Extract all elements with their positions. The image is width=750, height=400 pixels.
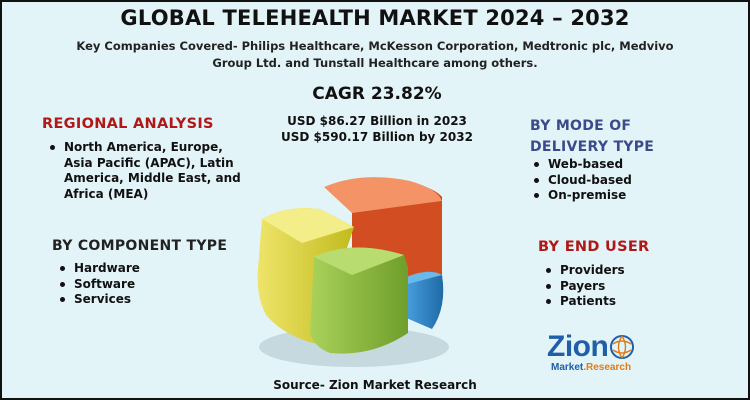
- logo-tagline: Market.Research: [551, 362, 632, 373]
- list-item: Providers: [544, 263, 684, 279]
- list-item: Payers: [544, 279, 684, 295]
- market-value-2032: USD $590.17 Billion by 2032: [281, 130, 473, 144]
- list-item: North America, Europe, Asia Pacific (APA…: [48, 140, 253, 202]
- delivery-mode-list: Web-based Cloud-based On-premise: [532, 157, 692, 204]
- list-item: On-premise: [532, 188, 692, 204]
- list-item: Patients: [544, 294, 684, 310]
- list-item: Services: [58, 292, 208, 308]
- logo-word: Zion: [547, 332, 647, 362]
- pie-slice-blue: [402, 271, 444, 329]
- component-type-heading: BY COMPONENT TYPE: [52, 238, 228, 254]
- delivery-mode-heading: BY MODE OF DELIVERY TYPE: [530, 118, 655, 155]
- zion-logo: Zion Market.Research: [547, 332, 647, 382]
- list-item: Web-based: [532, 157, 692, 173]
- market-value-2023: USD $86.27 Billion in 2023: [287, 114, 467, 128]
- source-credit: Source- Zion Market Research: [273, 378, 477, 392]
- cagr-value: CAGR 23.82%: [312, 84, 442, 104]
- pie-slice-green: [310, 247, 408, 354]
- key-companies-text: Key Companies Covered- Philips Healthcar…: [76, 39, 674, 70]
- component-type-list: Hardware Software Services: [58, 261, 208, 308]
- pie-chart-3d-graphic: [257, 177, 449, 367]
- page-title: GLOBAL TELEHEALTH MARKET 2024 – 2032: [120, 6, 630, 30]
- regional-analysis-heading: REGIONAL ANALYSIS: [42, 116, 214, 132]
- end-user-list: Providers Payers Patients: [544, 263, 684, 310]
- end-user-heading: BY END USER: [538, 239, 650, 255]
- list-item: Software: [58, 277, 208, 293]
- list-item: Hardware: [58, 261, 208, 277]
- regional-analysis-list: North America, Europe, Asia Pacific (APA…: [48, 140, 253, 202]
- zion-logo-globe: [610, 335, 635, 359]
- list-item: Cloud-based: [532, 173, 692, 189]
